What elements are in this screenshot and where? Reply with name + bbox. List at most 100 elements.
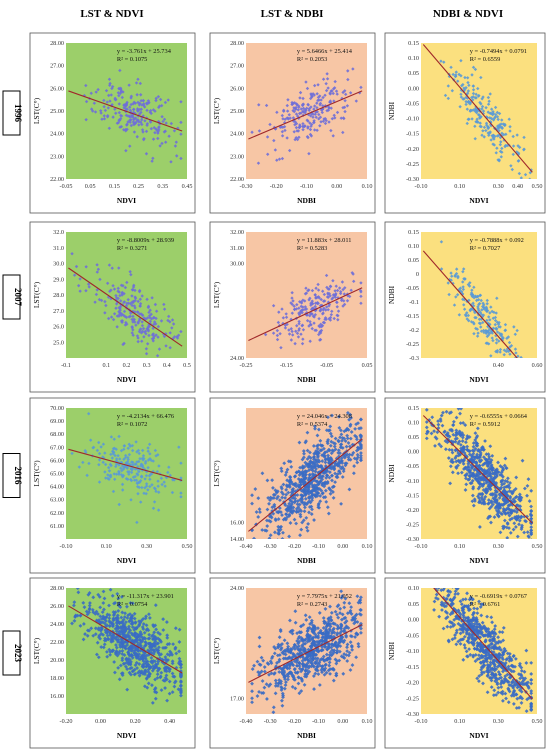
- data-point: [325, 647, 330, 652]
- data-point: [133, 320, 137, 324]
- data-point: [304, 469, 309, 474]
- data-point: [317, 683, 322, 687]
- data-point: [137, 485, 141, 490]
- x-tick-label: -0.10: [300, 183, 313, 190]
- data-point: [475, 452, 480, 457]
- data-point: [342, 626, 347, 631]
- data-point: [276, 642, 281, 647]
- data-point: [152, 500, 157, 504]
- data-point: [285, 484, 290, 489]
- data-point: [495, 512, 500, 517]
- data-point: [291, 505, 296, 510]
- data-point: [500, 150, 504, 154]
- trend-line: [68, 90, 183, 132]
- data-point: [330, 413, 334, 418]
- data-point: [128, 118, 132, 122]
- data-point: [296, 483, 301, 488]
- data-point: [463, 423, 468, 427]
- data-point: [109, 93, 113, 97]
- data-point: [501, 474, 505, 479]
- data-point: [489, 520, 493, 525]
- data-point: [500, 630, 505, 635]
- data-point: [157, 490, 161, 494]
- data-point: [111, 452, 116, 456]
- plot-area: [66, 588, 187, 714]
- x-tick-label: -0.10: [415, 718, 428, 725]
- data-point: [441, 410, 445, 415]
- data-point: [335, 604, 340, 609]
- data-point: [156, 94, 161, 99]
- data-point: [287, 113, 291, 117]
- data-point: [339, 501, 343, 506]
- y-tick-label: -0.25: [406, 341, 419, 348]
- data-point: [324, 652, 329, 657]
- data-point: [138, 81, 143, 86]
- data-point: [135, 520, 139, 525]
- data-point: [299, 493, 303, 498]
- data-point: [293, 609, 298, 614]
- data-point: [339, 428, 343, 433]
- data-point: [307, 482, 312, 486]
- row-label-2016: 2016: [2, 453, 23, 498]
- data-point: [122, 128, 126, 132]
- data-point: [355, 460, 360, 465]
- data-point: [154, 454, 158, 458]
- chart-lst-ndbi-2023: -0.40 -0.30 -0.20 -0.10 0.00 0.1017.0024.00ND…: [209, 577, 376, 749]
- data-point: [503, 479, 508, 483]
- data-point: [529, 528, 534, 533]
- data-point: [286, 490, 291, 495]
- data-point: [331, 134, 335, 138]
- data-point: [112, 312, 117, 316]
- data-point: [304, 515, 309, 520]
- data-point: [338, 435, 342, 440]
- data-point: [494, 468, 499, 473]
- data-point: [117, 469, 121, 474]
- data-point: [498, 142, 502, 147]
- data-point: [118, 68, 122, 73]
- data-point: [489, 685, 494, 690]
- data-point: [136, 464, 140, 469]
- y-tick-label: 27.0: [53, 308, 64, 315]
- data-point: [278, 498, 282, 503]
- data-point: [281, 482, 286, 487]
- data-point: [425, 394, 429, 398]
- data-point: [505, 476, 510, 481]
- data-point: [339, 432, 344, 437]
- data-point: [293, 120, 298, 124]
- data-point: [339, 617, 344, 622]
- data-point: [270, 509, 275, 513]
- data-point: [130, 443, 135, 448]
- data-point: [162, 117, 167, 121]
- data-point: [159, 319, 164, 323]
- data-point: [102, 105, 106, 109]
- data-point: [340, 475, 345, 479]
- data-point: [313, 459, 318, 464]
- data-point: [514, 475, 519, 480]
- y-tick-label: -0.15: [406, 664, 419, 671]
- data-point: [268, 533, 273, 538]
- data-point: [320, 453, 325, 458]
- x-tick-label: 0.30: [493, 543, 504, 550]
- data-point: [439, 413, 444, 418]
- r-squared-label: R² = 0.2053: [297, 56, 328, 63]
- data-point: [347, 650, 352, 655]
- data-point: [303, 505, 307, 510]
- data-point: [471, 449, 476, 453]
- data-point: [349, 605, 354, 610]
- x-tick-label: 0.00: [95, 718, 106, 725]
- data-point: [109, 452, 113, 457]
- data-point: [480, 446, 485, 450]
- x-tick-label: -0.15: [280, 362, 293, 369]
- data-point: [153, 322, 158, 326]
- data-point: [321, 119, 326, 123]
- data-point: [316, 501, 321, 506]
- data-point: [139, 327, 143, 331]
- data-point: [285, 641, 290, 646]
- data-point: [345, 433, 350, 438]
- data-point: [168, 473, 172, 478]
- data-point: [119, 89, 124, 94]
- data-point: [343, 439, 348, 443]
- data-point: [297, 644, 301, 649]
- data-point: [315, 450, 320, 455]
- data-point: [124, 106, 128, 111]
